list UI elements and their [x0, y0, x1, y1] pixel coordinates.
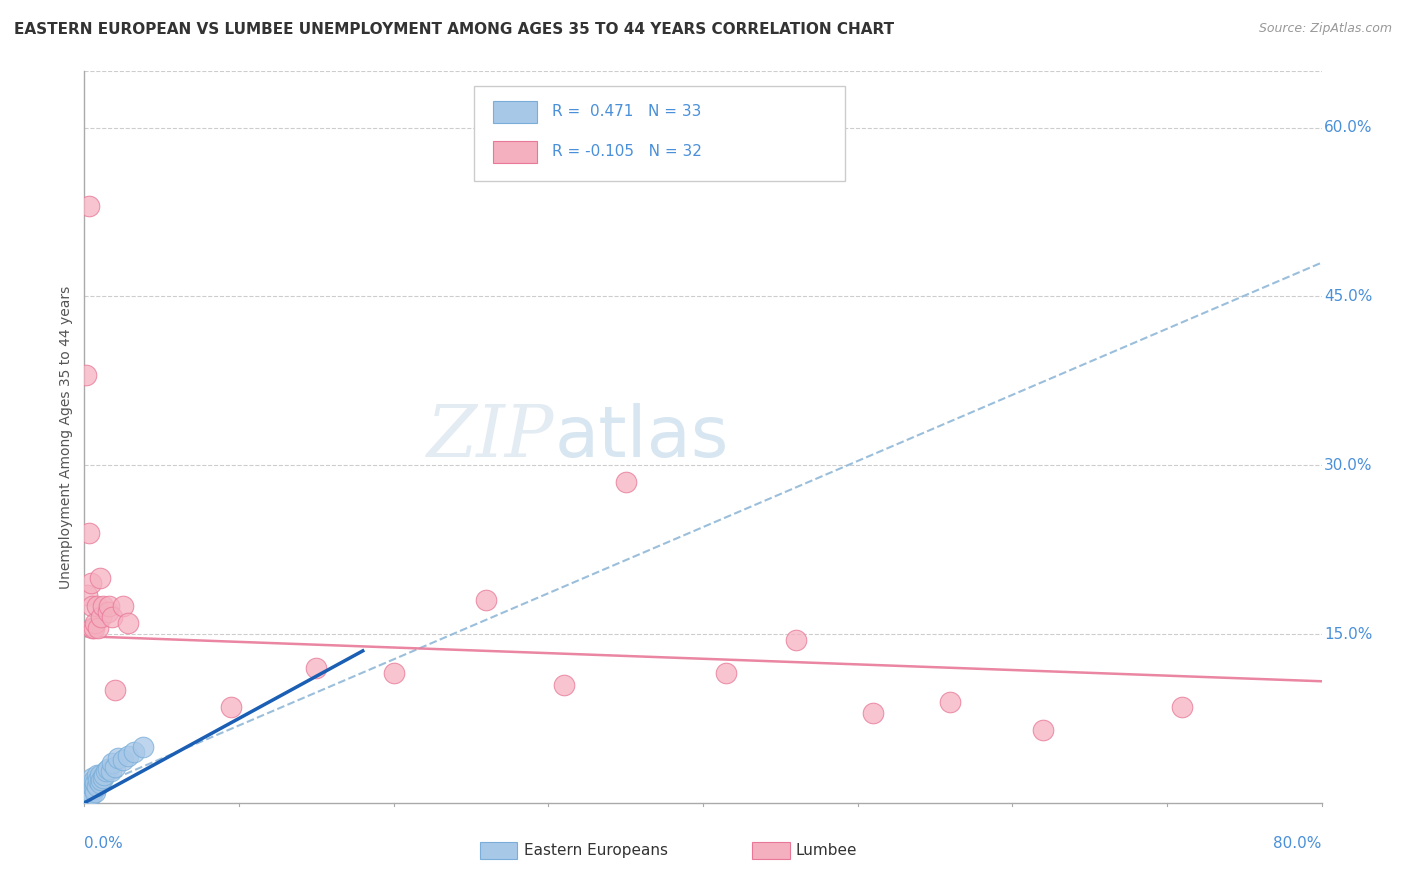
Point: [86, 779, 108, 793]
Point: [117, 748, 139, 763]
Text: Eastern Europeans: Eastern Europeans: [523, 843, 668, 858]
Point: [96, 762, 118, 776]
Point: [104, 760, 127, 774]
Text: 60.0%: 60.0%: [1324, 120, 1372, 135]
Point: [82, 787, 104, 801]
Point: [82, 621, 104, 635]
Point: [77, 199, 100, 213]
Text: 30.0%: 30.0%: [1324, 458, 1372, 473]
Point: [132, 739, 155, 754]
Point: [382, 666, 405, 681]
Bar: [492, 101, 537, 122]
Point: [862, 706, 884, 720]
Point: [101, 610, 124, 624]
Point: [77, 525, 100, 540]
Point: [714, 666, 737, 681]
Point: [79, 775, 101, 789]
Point: [91, 599, 114, 613]
Point: [614, 475, 637, 489]
Point: [82, 771, 104, 785]
Point: [305, 661, 328, 675]
Point: [89, 775, 111, 789]
Point: [75, 784, 97, 798]
Point: [1032, 723, 1054, 737]
Point: [84, 784, 107, 798]
Bar: [481, 841, 517, 859]
Point: [77, 790, 100, 805]
Point: [76, 779, 98, 793]
Point: [91, 771, 114, 785]
FancyBboxPatch shape: [474, 86, 845, 181]
Bar: [492, 141, 537, 162]
Point: [100, 764, 122, 779]
Point: [475, 593, 498, 607]
Point: [112, 753, 135, 767]
Point: [76, 588, 98, 602]
Text: 15.0%: 15.0%: [1324, 626, 1372, 641]
Bar: [752, 841, 790, 859]
Point: [89, 571, 111, 585]
Point: [86, 767, 108, 781]
Point: [553, 678, 575, 692]
Text: EASTERN EUROPEAN VS LUMBEE UNEMPLOYMENT AMONG AGES 35 TO 44 YEARS CORRELATION CH: EASTERN EUROPEAN VS LUMBEE UNEMPLOYMENT …: [14, 22, 894, 37]
Point: [94, 764, 117, 779]
Point: [90, 610, 112, 624]
Point: [112, 599, 135, 613]
Point: [82, 599, 104, 613]
Point: [107, 751, 129, 765]
Point: [93, 767, 115, 781]
Point: [219, 700, 242, 714]
Point: [939, 694, 962, 708]
Text: 45.0%: 45.0%: [1324, 289, 1372, 304]
Point: [87, 621, 110, 635]
Point: [76, 787, 98, 801]
Point: [101, 756, 124, 771]
Point: [122, 745, 145, 759]
Point: [83, 782, 105, 797]
Text: Source: ZipAtlas.com: Source: ZipAtlas.com: [1258, 22, 1392, 36]
Text: ZIP: ZIP: [427, 401, 554, 473]
Point: [84, 775, 107, 789]
Point: [90, 773, 112, 788]
Text: atlas: atlas: [554, 402, 728, 472]
Point: [96, 605, 118, 619]
Point: [117, 615, 139, 630]
Point: [83, 773, 105, 788]
Y-axis label: Unemployment Among Ages 35 to 44 years: Unemployment Among Ages 35 to 44 years: [59, 285, 73, 589]
Point: [89, 767, 111, 781]
Text: Lumbee: Lumbee: [796, 843, 858, 858]
Point: [77, 782, 100, 797]
Point: [86, 599, 108, 613]
Point: [83, 621, 105, 635]
Point: [98, 599, 121, 613]
Point: [79, 576, 101, 591]
Point: [785, 632, 807, 647]
Point: [75, 790, 97, 805]
Point: [1171, 700, 1194, 714]
Point: [87, 773, 110, 788]
Point: [75, 368, 97, 383]
Point: [82, 779, 104, 793]
Point: [84, 615, 107, 630]
Text: R =  0.471   N = 33: R = 0.471 N = 33: [553, 104, 702, 120]
Text: R = -0.105   N = 32: R = -0.105 N = 32: [553, 145, 702, 160]
Point: [104, 683, 127, 698]
Text: 0.0%: 0.0%: [84, 836, 124, 851]
Text: 80.0%: 80.0%: [1274, 836, 1322, 851]
Point: [79, 784, 101, 798]
